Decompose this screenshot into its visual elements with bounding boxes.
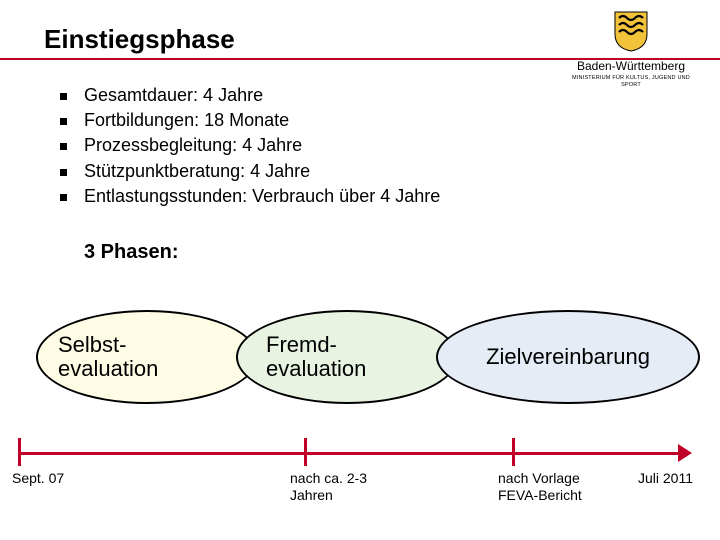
timeline-tick xyxy=(304,438,307,466)
state-logo: Baden-Württemberg MINISTERIUM FÜR KULTUS… xyxy=(566,10,696,88)
timeline-line xyxy=(18,452,680,455)
state-name: Baden-Württemberg xyxy=(566,59,696,73)
bullet-item: Stützpunktberatung: 4 Jahre xyxy=(84,159,688,184)
phase-label: Fremd- evaluation xyxy=(242,333,452,381)
timeline-tick xyxy=(512,438,515,466)
crest-icon xyxy=(613,10,649,52)
timeline xyxy=(18,438,692,468)
phases-heading: 3 Phasen: xyxy=(84,241,688,264)
phase-label: Zielvereinbarung xyxy=(486,345,650,369)
timeline-arrow-icon xyxy=(678,444,692,462)
phase-label: Selbst- evaluation xyxy=(42,333,252,381)
timeline-label-start: Sept. 07 xyxy=(12,470,64,487)
timeline-label-mid2: nach Vorlage FEVA-Bericht xyxy=(498,470,582,504)
title-underline xyxy=(0,58,720,60)
timeline-label-mid1: nach ca. 2-3 Jahren xyxy=(290,470,367,504)
phase-3-zielvereinbarung: Zielvereinbarung xyxy=(436,310,700,404)
bullet-item: Prozessbegleitung: 4 Jahre xyxy=(84,133,688,158)
timeline-tick xyxy=(18,438,21,466)
phase-row: Selbst- evaluation Fremd- evaluation Zie… xyxy=(36,310,702,410)
phase-1-selbstevaluation: Selbst- evaluation xyxy=(36,310,258,404)
timeline-label-end: Juli 2011 xyxy=(638,470,693,487)
bullet-item: Entlastungsstunden: Verbrauch über 4 Jah… xyxy=(84,184,688,209)
bullet-item: Gesamtdauer: 4 Jahre xyxy=(84,83,688,108)
slide: Baden-Württemberg MINISTERIUM FÜR KULTUS… xyxy=(0,0,720,540)
bullet-item: Fortbildungen: 18 Monate xyxy=(84,108,688,133)
phase-2-fremdevaluation: Fremd- evaluation xyxy=(236,310,458,404)
bullet-list: Gesamtdauer: 4 Jahre Fortbildungen: 18 M… xyxy=(84,83,688,209)
